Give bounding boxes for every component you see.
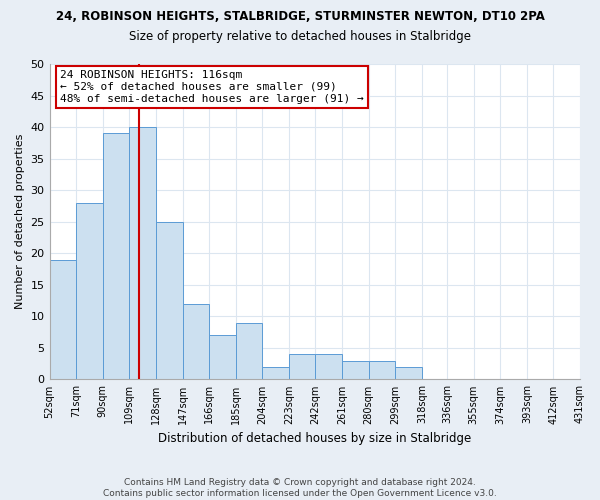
Bar bbox=[289, 354, 316, 380]
Bar bbox=[103, 134, 130, 380]
Bar bbox=[316, 354, 342, 380]
Text: Contains HM Land Registry data © Crown copyright and database right 2024.
Contai: Contains HM Land Registry data © Crown c… bbox=[103, 478, 497, 498]
Bar bbox=[262, 367, 289, 380]
Bar bbox=[395, 367, 422, 380]
Bar bbox=[209, 336, 236, 380]
X-axis label: Distribution of detached houses by size in Stalbridge: Distribution of detached houses by size … bbox=[158, 432, 472, 445]
Y-axis label: Number of detached properties: Number of detached properties bbox=[15, 134, 25, 310]
Bar bbox=[76, 203, 103, 380]
Bar bbox=[342, 360, 368, 380]
Bar bbox=[130, 127, 156, 380]
Text: 24 ROBINSON HEIGHTS: 116sqm
← 52% of detached houses are smaller (99)
48% of sem: 24 ROBINSON HEIGHTS: 116sqm ← 52% of det… bbox=[60, 70, 364, 104]
Text: Size of property relative to detached houses in Stalbridge: Size of property relative to detached ho… bbox=[129, 30, 471, 43]
Bar bbox=[182, 304, 209, 380]
Text: 24, ROBINSON HEIGHTS, STALBRIDGE, STURMINSTER NEWTON, DT10 2PA: 24, ROBINSON HEIGHTS, STALBRIDGE, STURMI… bbox=[56, 10, 544, 23]
Bar bbox=[50, 260, 76, 380]
Bar bbox=[236, 322, 262, 380]
Bar bbox=[368, 360, 395, 380]
Bar bbox=[156, 222, 182, 380]
